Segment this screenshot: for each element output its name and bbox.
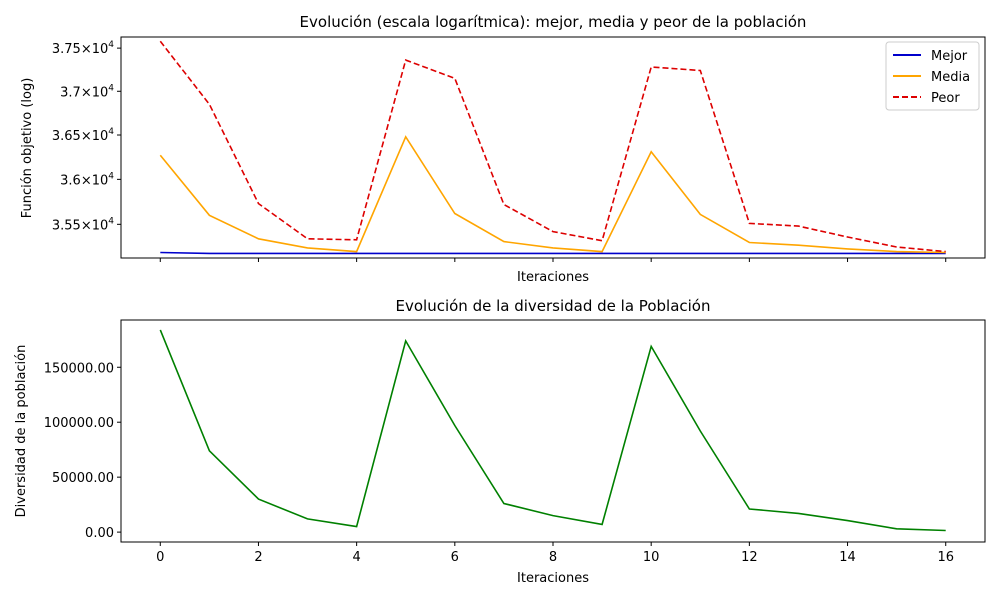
series-line-diversidad — [159, 329, 946, 532]
bottom-x-tick-label: 16 — [937, 550, 954, 565]
tick-base: 10 — [92, 129, 109, 144]
top-y-tick-label: 3.7×104 — [60, 83, 114, 100]
tick-mantissa: 3.55 — [52, 218, 81, 233]
bottom-x-tick-label: 6 — [451, 550, 459, 565]
tick-base: 10 — [92, 42, 109, 57]
top-legend: Mejor Media Peor — [885, 41, 980, 111]
tick-exponent: 4 — [108, 171, 114, 181]
tick-times: × — [81, 218, 92, 233]
bottom-x-axis-label: Iteraciones — [517, 571, 589, 586]
bottom-x-tick-label: 14 — [839, 550, 856, 565]
top-panel: Evolución (escala logarítmica): mejor, m… — [20, 13, 986, 285]
bottom-y-tick-label: 100000.00 — [44, 416, 114, 431]
tick-exponent: 4 — [108, 83, 114, 93]
tick-base: 10 — [92, 218, 109, 233]
top-y-tick-label: 3.55×104 — [52, 216, 114, 233]
legend-frame — [885, 41, 980, 111]
bottom-y-ticks: 0.00 50000.00 100000.00 150000.00 — [44, 361, 121, 541]
tick-times: × — [81, 173, 92, 188]
bottom-plot-area — [159, 329, 946, 532]
bottom-x-tick-label: 12 — [741, 550, 758, 565]
tick-exponent: 4 — [108, 216, 114, 226]
tick-exponent: 4 — [108, 40, 114, 50]
top-x-ticks — [159, 258, 947, 262]
bottom-x-tick-label: 10 — [643, 550, 660, 565]
top-plot-area — [159, 40, 946, 255]
top-y-tick-label: 3.75×104 — [52, 40, 114, 57]
bottom-x-tick-label: 4 — [352, 550, 360, 565]
bottom-x-ticks: 0 2 4 6 8 10 12 14 16 — [156, 542, 954, 565]
bottom-panel: Evolución de la diversidad de la Poblaci… — [14, 297, 986, 586]
bottom-y-axis-label: Diversidad de la población — [14, 345, 29, 518]
series-line-peor — [159, 40, 946, 253]
tick-base: 10 — [92, 85, 109, 100]
top-y-tick-label: 3.65×104 — [52, 127, 114, 144]
bottom-x-tick-label: 0 — [156, 550, 164, 565]
legend-label-mejor: Mejor — [931, 49, 968, 64]
top-x-axis-label: Iteraciones — [517, 270, 589, 285]
bottom-y-tick-label: 50000.00 — [52, 471, 114, 486]
tick-times: × — [81, 85, 92, 100]
top-y-tick-label: 3.6×104 — [60, 171, 114, 188]
bottom-chart-title: Evolución de la diversidad de la Poblaci… — [396, 297, 711, 315]
tick-mantissa: 3.75 — [52, 42, 81, 57]
bottom-y-tick-label: 150000.00 — [44, 361, 114, 376]
legend-label-media: Media — [931, 70, 970, 85]
series-line-mejor — [160, 251, 946, 255]
tick-mantissa: 3.6 — [60, 173, 81, 188]
legend-label-peor: Peor — [931, 91, 960, 106]
bottom-y-tick-label: 0.00 — [85, 526, 114, 541]
tick-times: × — [81, 42, 92, 57]
series-line-media — [159, 135, 946, 254]
bottom-x-tick-label: 2 — [254, 550, 262, 565]
tick-mantissa: 3.7 — [60, 85, 81, 100]
tick-exponent: 4 — [108, 127, 114, 137]
bottom-x-tick-label: 8 — [549, 550, 557, 565]
top-chart-title: Evolución (escala logarítmica): mejor, m… — [300, 13, 807, 31]
tick-mantissa: 3.65 — [52, 129, 81, 144]
tick-times: × — [81, 129, 92, 144]
tick-base: 10 — [92, 173, 109, 188]
top-y-axis-label: Función objetivo (log) — [20, 78, 35, 219]
